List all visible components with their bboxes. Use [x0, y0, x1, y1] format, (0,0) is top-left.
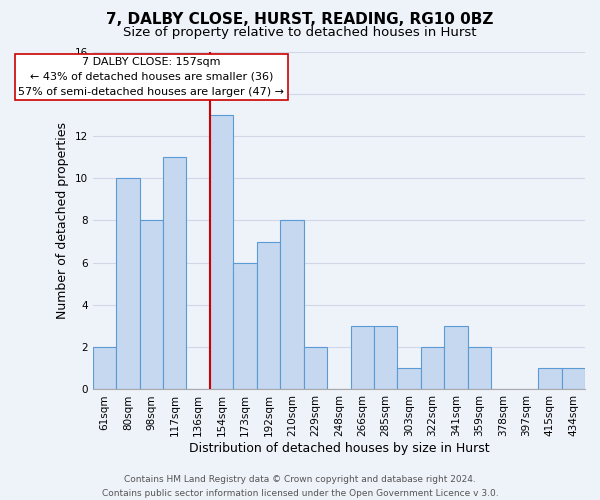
Bar [92, 347, 116, 390]
Text: 7 DALBY CLOSE: 157sqm
← 43% of detached houses are smaller (36)
57% of semi-deta: 7 DALBY CLOSE: 157sqm ← 43% of detached … [18, 57, 284, 96]
Bar [374, 326, 397, 390]
Bar [468, 347, 491, 390]
Bar [257, 242, 280, 390]
Bar [210, 115, 233, 390]
Bar [397, 368, 421, 390]
X-axis label: Distribution of detached houses by size in Hurst: Distribution of detached houses by size … [188, 442, 489, 455]
Text: 7, DALBY CLOSE, HURST, READING, RG10 0BZ: 7, DALBY CLOSE, HURST, READING, RG10 0BZ [106, 12, 494, 28]
Bar [538, 368, 562, 390]
Text: Size of property relative to detached houses in Hurst: Size of property relative to detached ho… [123, 26, 477, 39]
Bar [116, 178, 140, 390]
Bar [304, 347, 327, 390]
Bar [421, 347, 445, 390]
Bar [280, 220, 304, 390]
Bar [562, 368, 585, 390]
Bar [140, 220, 163, 390]
Bar [233, 262, 257, 390]
Bar [163, 157, 187, 390]
Y-axis label: Number of detached properties: Number of detached properties [56, 122, 69, 319]
Text: Contains HM Land Registry data © Crown copyright and database right 2024.
Contai: Contains HM Land Registry data © Crown c… [101, 476, 499, 498]
Bar [350, 326, 374, 390]
Bar [445, 326, 468, 390]
